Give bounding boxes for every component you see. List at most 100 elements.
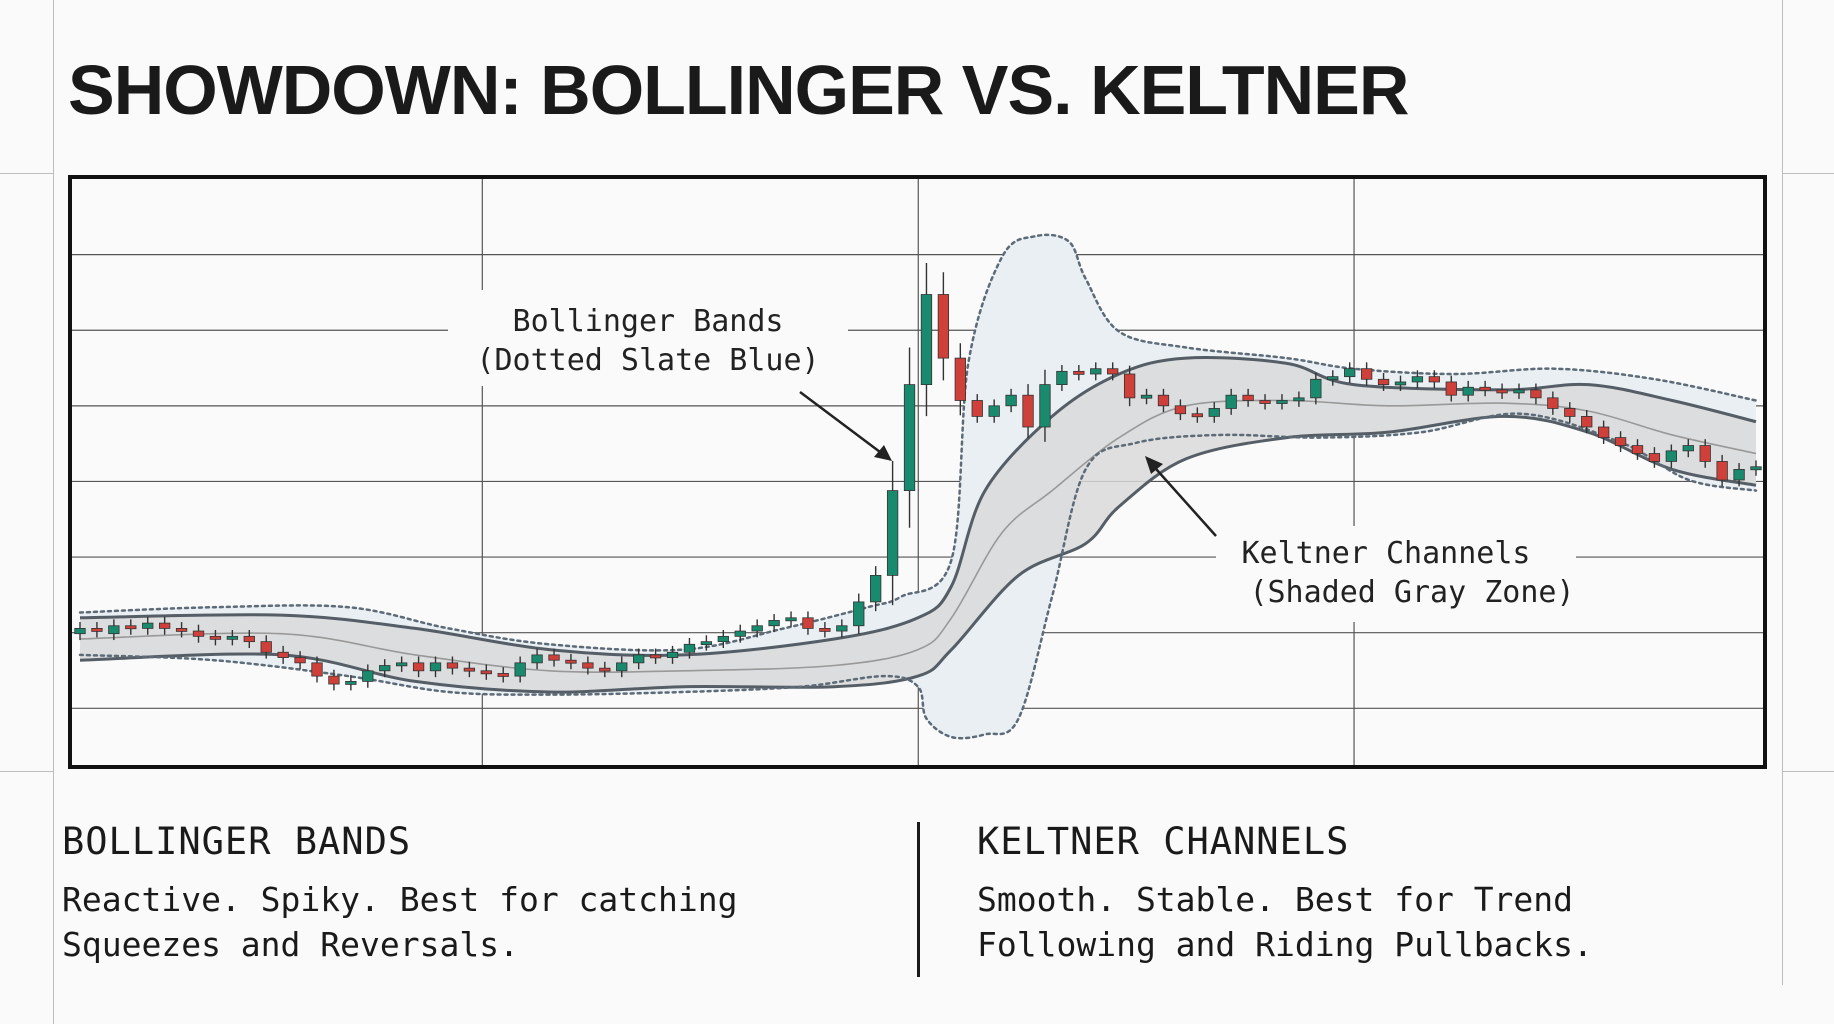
candle-down [1614,437,1627,446]
candle-up [785,617,797,622]
bollinger-lower [78,412,1758,740]
column-divider [917,822,920,977]
keltner-middle [79,399,1757,673]
candle-up [1513,389,1525,394]
candle-down [1631,445,1644,454]
bollinger-upper [78,233,1758,652]
candle-up [531,654,543,664]
candle-down [649,654,662,659]
candle-up [396,662,408,667]
keltner-label-line2: (Shaded Gray Zone) [1249,575,1574,610]
candle-up [1310,378,1322,399]
candle-up [1682,445,1694,452]
frame-tick-top-left [0,173,53,174]
candle-down [294,657,306,664]
candle-series [74,262,1762,691]
candle-down [1530,389,1542,399]
candle-up [1344,368,1356,378]
bollinger-label-line2: (Dotted Slate Blue) [476,343,819,378]
candle-up [1005,394,1017,407]
bollinger-arrow [799,391,889,459]
candle-up [683,643,696,653]
candle-up [429,662,442,672]
candle-down [125,625,137,630]
candle-up [362,670,374,682]
keltner-fill [80,357,1756,693]
candle-down [954,357,966,401]
candle-down [971,400,983,417]
candle-up [1733,468,1745,481]
candle-up [1276,400,1288,404]
candle-up [717,635,729,643]
candle-down [548,654,560,661]
candle-up [751,625,763,632]
candle-down [1174,405,1187,415]
bollinger-heading: BOLLINGER BANDS [62,820,412,863]
candle-up [903,384,916,492]
candle-up [633,654,645,664]
candle-down [1648,453,1661,462]
keltner-arrow [1147,459,1217,537]
candle-down [1496,389,1508,394]
candle-down [1360,368,1373,380]
candle-up [616,662,628,672]
candle-up [1208,408,1220,417]
candle-down [599,667,611,672]
candle-down [175,628,188,632]
candle-down [480,670,492,675]
candle-up [1394,381,1407,386]
bollinger-description: Reactive. Spiky. Best for catching Squee… [62,880,738,964]
annotations: Bollinger Bands (Dotted Slate Blue) Kelt… [448,290,1576,622]
bollinger-label-line1: Bollinger Bands [513,304,784,339]
candle-up [836,625,848,632]
candle-down [260,641,272,653]
chart-bands [78,233,1758,740]
candle-up [1665,450,1678,462]
frame-tick-bottom-left [0,771,53,772]
candle-down [1242,394,1254,401]
frame-line-left [53,0,54,1024]
candle-down [158,622,171,629]
candle-down [1699,445,1711,462]
chart-border [68,175,1767,769]
candle-down [1022,394,1034,428]
candle-up [886,490,899,576]
candle-down [582,662,594,669]
candle-down [1445,381,1457,396]
bollinger-column: BOLLINGER BANDS Reactive. Spiky. Best fo… [62,820,738,967]
candle-up [74,628,86,635]
candle-down [565,659,577,664]
keltner-column: KELTNER CHANNELS Smooth. Stable. Best fo… [977,820,1593,967]
candle-down [1716,461,1728,481]
keltner-lower [79,414,1757,694]
keltner-arrowhead [1145,456,1163,474]
candle-down [1191,413,1203,418]
candle-down [1428,376,1440,383]
candle-up [226,635,239,640]
keltner-heading: KELTNER CHANNELS [977,820,1350,863]
candle-up [768,620,780,627]
candle-up [1293,397,1305,402]
candle-down [1073,370,1085,375]
candle-up [108,625,120,635]
candle-up [1327,376,1339,381]
candle-down [1564,408,1576,417]
candle-up [870,575,882,603]
candle-down [1597,426,1610,439]
candle-down [1259,400,1271,404]
candle-down [463,667,476,672]
candle-down [311,662,323,677]
candle-up [1056,370,1068,386]
candle-down [412,662,425,672]
candle-down [192,630,205,637]
candle-up [1225,394,1237,409]
keltner-description: Smooth. Stable. Best for Trend Following… [977,880,1593,964]
candle-down [91,628,103,632]
candle-up [514,662,526,677]
candle-down [1479,386,1491,391]
candle-down [328,675,340,685]
candle-up [1462,386,1474,396]
candle-down [243,635,255,643]
candle-down [937,294,950,359]
